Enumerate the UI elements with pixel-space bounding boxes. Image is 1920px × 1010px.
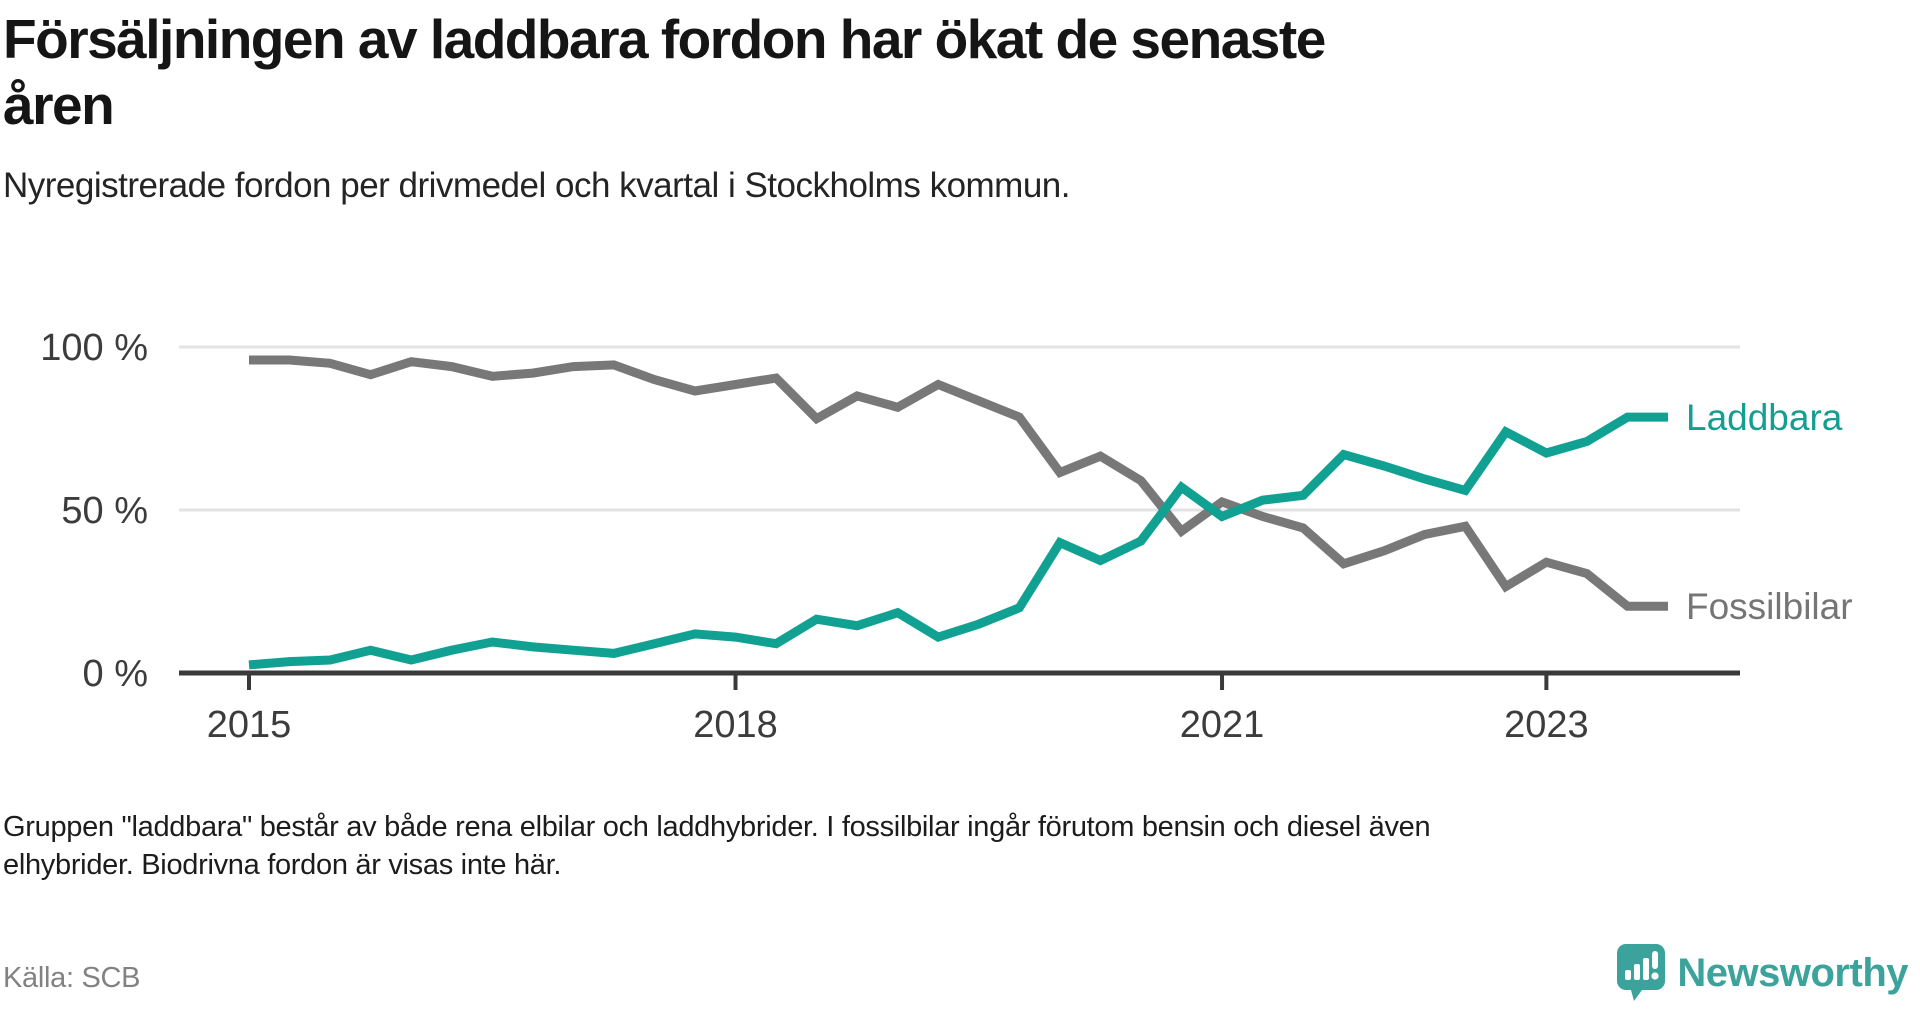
logo-exclamation-bar (1652, 951, 1659, 969)
source-label: Källa: SCB (3, 962, 141, 994)
brand-name: Newsworthy (1677, 950, 1908, 995)
y-tick-label-100: 100 % (40, 327, 148, 369)
x-tick-label-2023: 2023 (1504, 704, 1589, 745)
newsworthy-logo: Newsworthy (1615, 943, 1908, 1003)
logo-bar-3 (1643, 958, 1650, 980)
logo-bar-1 (1625, 970, 1632, 980)
series-line-fossilbilar (249, 355, 1668, 611)
title-line-2: åren (3, 74, 115, 136)
y-tick-label-0: 0 % (83, 653, 148, 695)
x-tick-label-2021: 2021 (1180, 704, 1265, 745)
logo-bar-2 (1634, 964, 1641, 980)
y-tick-label-50: 50 % (61, 490, 148, 532)
page-title: Försäljningen av laddbara fordon har öka… (3, 6, 1883, 138)
chart-subtitle: Nyregistrerade fordon per drivmedel och … (3, 166, 1071, 205)
footnote-line-1: Gruppen "laddbara" består av både rena e… (3, 811, 1431, 843)
logo-bubble (1617, 944, 1666, 1001)
series-label-laddbara: Laddbara (1686, 397, 1843, 438)
series-line-laddbara (248, 412, 1668, 670)
logo-exclamation-dot (1651, 972, 1659, 980)
footnote: Gruppen "laddbara" består av både rena e… (3, 808, 1883, 884)
line-chart: 2015 2018 2021 2023 100 % 50 % 0 % Fossilbilar L… (40, 327, 1853, 745)
x-tick-label-2015: 2015 (207, 704, 292, 745)
footnote-line-2: elhybrider. Biodrivna fordon är visas in… (3, 849, 562, 881)
title-line-1: Försäljningen av laddbara fordon har öka… (3, 8, 1326, 70)
newsworthy-logo-icon (1617, 944, 1666, 1001)
series-label-fossilbilar: Fossilbilar (1686, 586, 1853, 627)
x-tick-label-2018: 2018 (693, 704, 778, 745)
